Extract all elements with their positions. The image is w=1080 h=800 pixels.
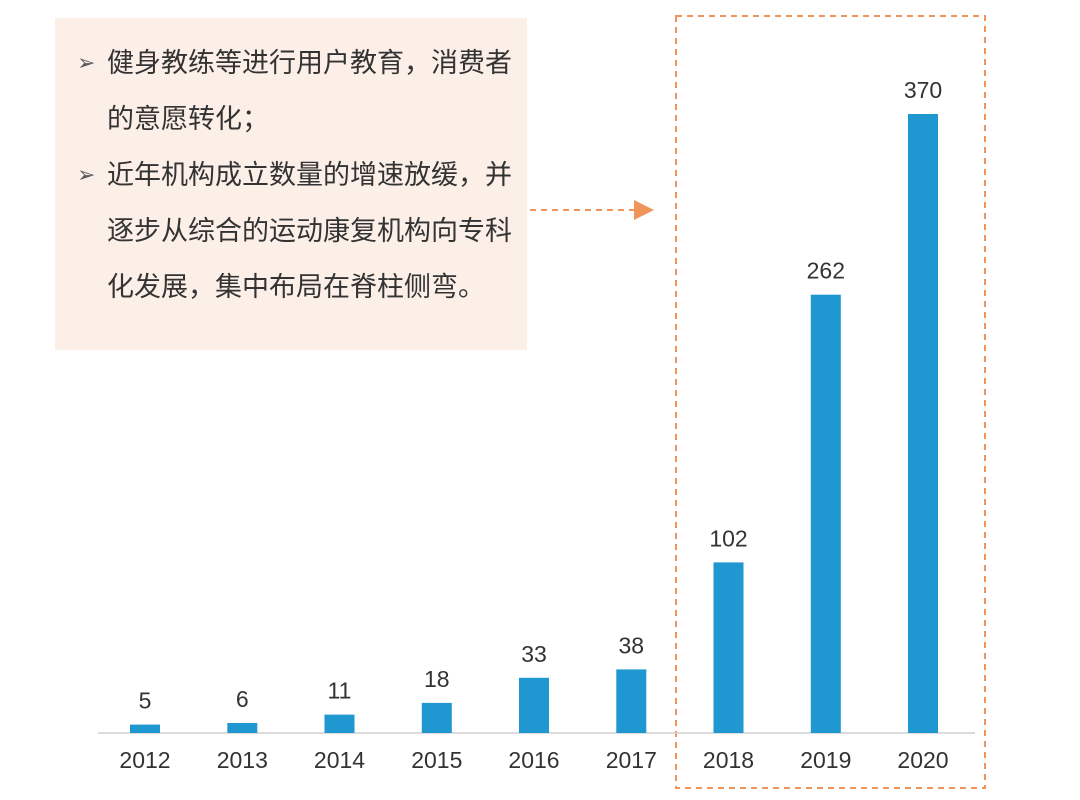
value-label-2020: 370 (904, 77, 942, 103)
callout-bullet-2: ➢ 近年机构成立数量的增速放缓，并逐步从综合的运动康复机构向专科化发展，集中布局… (77, 148, 527, 316)
x-tick-label-2019: 2019 (800, 747, 851, 773)
bar-2013 (227, 723, 258, 733)
value-label-2016: 33 (521, 641, 547, 667)
callout-text-2: 近年机构成立数量的增速放缓，并逐步从综合的运动康复机构向专科化发展，集中布局在脊… (107, 160, 512, 303)
bar-2017 (616, 669, 647, 733)
value-label-2018: 102 (709, 525, 747, 551)
bar-2012 (130, 724, 160, 733)
highlight-box (675, 15, 986, 789)
x-tick-label-2016: 2016 (508, 747, 559, 773)
x-tick-label-2020: 2020 (897, 747, 948, 773)
value-label-2013: 6 (236, 686, 249, 712)
bar-2019 (810, 294, 841, 733)
bullet-arrow-icon: ➢ (77, 51, 96, 76)
x-tick-label-2015: 2015 (411, 747, 462, 773)
callout-box: ➢ 健身教练等进行用户教育，消费者的意愿转化； ➢ 近年机构成立数量的增速放缓，… (55, 18, 527, 350)
x-tick-label-2013: 2013 (217, 747, 268, 773)
x-tick-label-2018: 2018 (703, 747, 754, 773)
callout-text-1: 健身教练等进行用户教育，消费者的意愿转化； (107, 48, 512, 135)
value-label-2012: 5 (139, 688, 152, 714)
value-label-2015: 18 (424, 666, 450, 692)
bar-2014 (324, 714, 355, 733)
bar-2016 (519, 677, 549, 733)
bullet-arrow-icon: ➢ (77, 163, 96, 188)
bar-2015 (421, 702, 452, 733)
bar-2020 (908, 114, 938, 733)
x-tick-label-2012: 2012 (119, 747, 170, 773)
value-label-2017: 38 (619, 632, 645, 658)
x-tick-label-2014: 2014 (314, 747, 365, 773)
value-label-2014: 11 (328, 678, 352, 704)
bar-2018 (713, 562, 744, 733)
value-label-2019: 262 (807, 258, 845, 284)
callout-bullet-1: ➢ 健身教练等进行用户教育，消费者的意愿转化； (77, 36, 527, 148)
x-tick-label-2017: 2017 (606, 747, 657, 773)
